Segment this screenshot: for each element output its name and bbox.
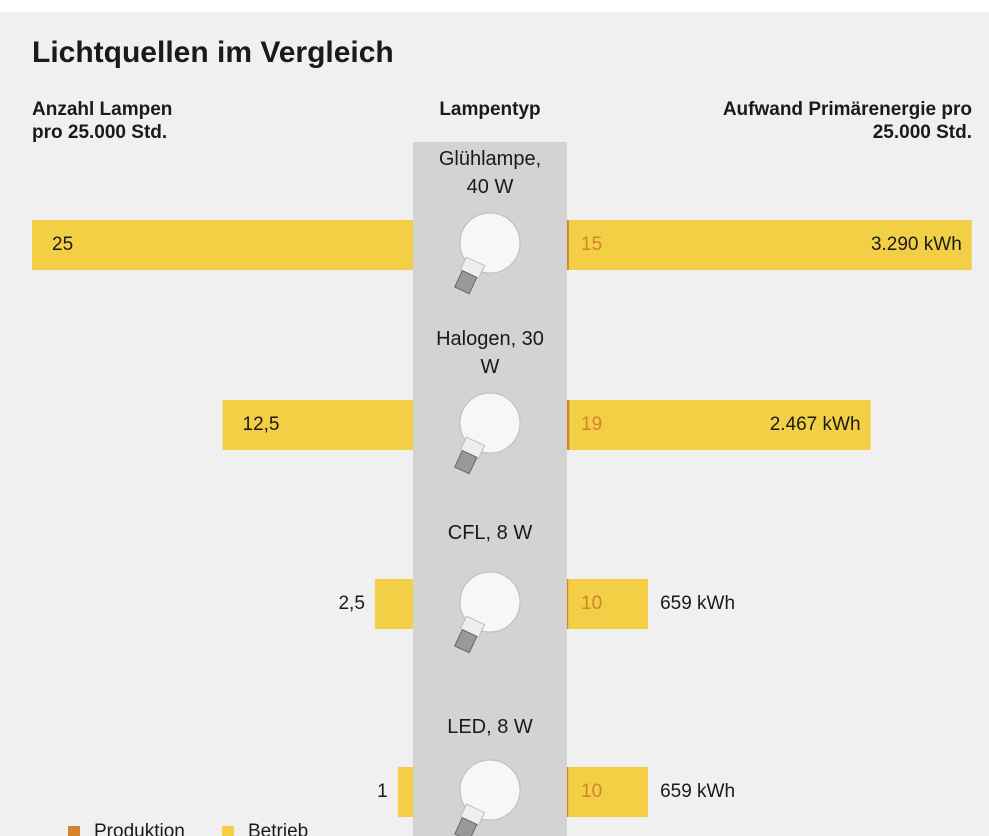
left-bar (32, 220, 413, 270)
left-value-label: 25 (52, 234, 74, 255)
production-label: 19 (581, 414, 603, 435)
production-bar (567, 220, 569, 270)
legend-swatch (68, 826, 80, 836)
bulb-base (454, 269, 478, 295)
legend-label: Betrieb (248, 821, 309, 836)
chart-title: Lichtquellen im Vergleich (32, 36, 394, 69)
production-bar (567, 400, 570, 450)
left-value-label: 1 (377, 781, 388, 802)
right-value-label: 659 kWh (660, 781, 736, 802)
lamp-label: LED, 8 W (447, 716, 533, 738)
right-bar (567, 220, 972, 270)
center-title: Lampentyp (439, 99, 541, 120)
lamp-label: Glühlampe, 40 W (438, 148, 542, 198)
legend-label: Produktion (94, 821, 185, 836)
left-value-label: 12,5 (242, 414, 280, 435)
right-bar (567, 767, 649, 817)
right-bar (567, 400, 871, 450)
production-label: 10 (581, 593, 603, 614)
left-title: Anzahl Lampen pro 25.000 Std. (32, 99, 173, 143)
bulb-base (454, 816, 478, 836)
bulb-base (454, 628, 478, 654)
bulb-glass (459, 571, 521, 633)
production-label: 15 (581, 234, 603, 255)
right-value-label: 2.467 kWh (769, 414, 861, 435)
right-value-label: 659 kWh (660, 593, 736, 614)
left-bar (222, 400, 413, 450)
bulb-glass (459, 392, 521, 454)
production-bar (567, 579, 569, 629)
legend-swatch (222, 826, 234, 836)
right-bar (567, 579, 649, 629)
lamp-label: CFL, 8 W (447, 522, 533, 544)
left-bar (374, 579, 413, 629)
lamp-label: Halogen, 30 W (436, 328, 544, 378)
left-value-label: 2,5 (338, 593, 365, 614)
bulb-glass (459, 759, 521, 821)
production-bar (567, 767, 569, 817)
left-bar (397, 767, 413, 817)
production-label: 10 (581, 781, 603, 802)
bulb-base (454, 449, 478, 475)
right-title: Aufwand Primärenergie pro 25.000 Std. (722, 99, 972, 143)
right-value-label: 3.290 kWh (870, 234, 962, 255)
bulb-glass (459, 212, 521, 274)
